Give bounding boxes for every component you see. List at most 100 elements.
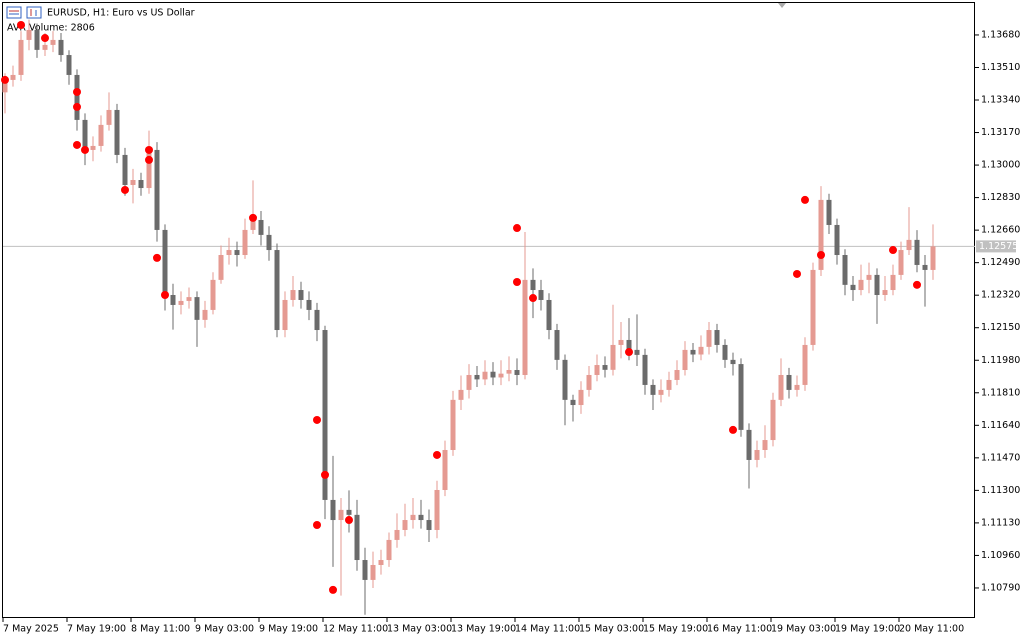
candle-body <box>314 309 320 331</box>
candle-body <box>274 250 280 331</box>
candle-body <box>706 330 712 347</box>
y-tick-label: 1.11470 <box>981 452 1020 463</box>
volume-marker <box>625 348 633 357</box>
volume-marker <box>345 516 353 525</box>
candle-body <box>850 284 856 291</box>
candle-body <box>290 290 296 300</box>
candle-body <box>626 339 632 350</box>
candle-body <box>298 290 304 300</box>
volume-marker <box>529 294 537 303</box>
x-tick-label: 16 May 11:00 <box>707 624 772 635</box>
candle-body <box>370 564 376 580</box>
candle-body <box>602 365 608 370</box>
candle-body <box>818 199 824 270</box>
x-tick-label: 20 May 11:00 <box>899 624 964 635</box>
candle-body <box>922 264 928 270</box>
candle-body <box>138 179 144 189</box>
candle-body <box>754 449 760 460</box>
candle-body <box>98 124 104 146</box>
x-tick-label: 14 May 11:00 <box>515 624 580 635</box>
candle-body <box>826 199 832 225</box>
candle-body <box>202 309 208 320</box>
candle-body <box>234 250 240 256</box>
candle-body <box>874 274 880 296</box>
candle-body <box>466 374 472 390</box>
candle-body <box>154 149 160 230</box>
candle-body <box>426 520 432 530</box>
volume-marker <box>889 246 897 255</box>
chart-title: EURUSD, H1: Euro vs US Dollar <box>47 8 195 19</box>
candle-body <box>554 330 560 360</box>
candle-body <box>794 384 800 390</box>
candle-body <box>42 44 48 50</box>
candle-body <box>394 529 400 540</box>
candles <box>2 19 936 615</box>
candle-body <box>682 349 688 371</box>
candle-body <box>106 109 112 125</box>
candle-body <box>178 300 184 305</box>
candle-body <box>242 229 248 256</box>
symbol-icons <box>6 6 42 19</box>
candle-body <box>890 274 896 291</box>
volume-marker <box>433 450 441 459</box>
icon <box>6 6 22 19</box>
volume-marker <box>313 415 321 424</box>
y-tick-label: 1.11130 <box>981 517 1020 528</box>
candle-body <box>834 224 840 256</box>
candle-body <box>210 279 216 310</box>
candle-body <box>58 39 64 56</box>
candle-body <box>578 389 584 406</box>
y-tick-label: 1.10960 <box>981 550 1020 561</box>
plot-frame <box>2 2 975 618</box>
icon <box>26 6 42 19</box>
volume-marker <box>17 21 25 30</box>
candle-body <box>746 429 752 460</box>
candle-body <box>402 520 408 530</box>
y-tick-label: 1.11300 <box>981 485 1020 496</box>
volume-marker <box>513 277 521 286</box>
candle-body <box>538 290 544 300</box>
candle-body <box>906 239 912 251</box>
volume-marker <box>817 251 825 260</box>
candle-body <box>282 299 288 331</box>
x-tick-label: 9 May 19:00 <box>259 624 318 635</box>
volume-marker <box>313 521 321 530</box>
candle-body <box>386 539 392 561</box>
candle-body <box>458 389 464 400</box>
candle-body <box>218 255 224 280</box>
candle-body <box>26 29 32 40</box>
candle-body <box>378 560 384 565</box>
candle-body <box>786 374 792 390</box>
y-tick-label: 1.11810 <box>981 387 1020 398</box>
y-tick-label: 1.12490 <box>981 257 1020 268</box>
candle-body <box>714 330 720 345</box>
volume-marker <box>513 224 521 233</box>
y-tick-label: 1.13510 <box>981 62 1020 73</box>
candle-body <box>778 374 784 400</box>
candle-body <box>930 246 936 270</box>
x-tick-label: 15 May 03:00 <box>579 624 644 635</box>
x-tick-label: 13 May 19:00 <box>451 624 516 635</box>
indicator-label: AVR Volume: 2806 <box>7 23 95 34</box>
volume-marker <box>121 185 129 194</box>
candle-body <box>482 371 488 380</box>
x-tick-label: 9 May 03:00 <box>195 624 254 635</box>
y-tick-label: 1.12320 <box>981 290 1020 301</box>
candle-body <box>802 344 808 385</box>
candle-body <box>50 39 56 45</box>
candle-body <box>90 145 96 150</box>
candle-body <box>506 370 512 374</box>
volume-marker <box>41 34 49 43</box>
y-tick-label: 1.13170 <box>981 127 1020 138</box>
price-label-bg <box>976 240 1016 253</box>
candle-body <box>10 74 16 80</box>
y-tick-label: 1.11980 <box>981 355 1020 366</box>
candle-body <box>266 234 272 251</box>
x-tick-label: 7 May 19:00 <box>67 624 126 635</box>
volume-marker <box>801 195 809 204</box>
y-tick-label: 1.10790 <box>981 582 1020 593</box>
candle-body <box>586 374 592 390</box>
candle-body <box>842 255 848 285</box>
candle-body <box>618 339 624 345</box>
candle-body <box>570 399 576 406</box>
